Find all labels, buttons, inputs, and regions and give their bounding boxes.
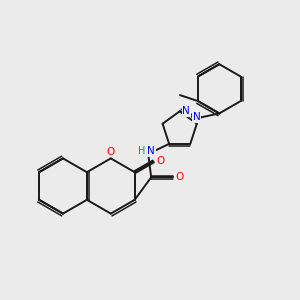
Text: N: N [147, 146, 155, 157]
Text: O: O [175, 172, 184, 182]
Text: N: N [193, 112, 201, 122]
Text: O: O [156, 156, 164, 167]
Text: N: N [182, 106, 190, 116]
Text: H: H [138, 146, 145, 157]
Text: O: O [107, 147, 115, 157]
